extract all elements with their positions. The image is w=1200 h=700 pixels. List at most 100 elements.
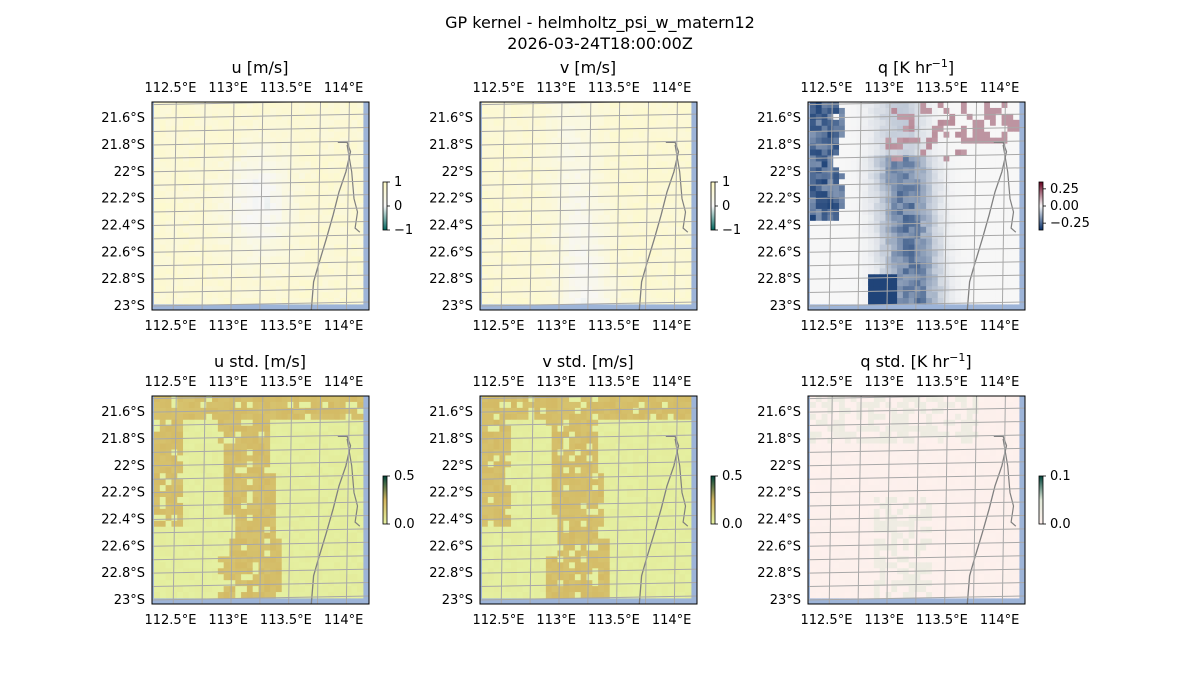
heatmap-cell xyxy=(522,179,529,186)
heatmap-cell xyxy=(304,568,312,575)
heatmap-cell xyxy=(270,226,277,234)
heatmap-cell xyxy=(862,197,869,204)
heatmap-cell xyxy=(850,191,857,198)
heatmap-cell xyxy=(661,298,669,305)
heatmap-cell xyxy=(827,280,834,287)
heatmap-cell xyxy=(200,268,207,275)
heatmap-cell xyxy=(351,574,358,581)
heatmap-cell xyxy=(304,102,312,109)
heatmap-cell xyxy=(316,244,323,251)
heatmap-cell xyxy=(966,167,973,174)
heatmap-cell xyxy=(270,113,277,121)
heatmap-cell xyxy=(516,131,524,139)
heatmap-cell xyxy=(914,226,921,234)
heatmap-cell xyxy=(159,401,167,409)
heatmap-cell xyxy=(333,538,341,545)
heatmap-cell xyxy=(339,467,346,474)
heatmap-cell xyxy=(275,443,283,450)
heatmap-cell xyxy=(322,449,329,456)
heatmap-cell xyxy=(252,203,259,210)
heatmap-cell xyxy=(891,113,898,121)
heatmap-cell xyxy=(322,131,329,139)
heatmap-cell xyxy=(627,107,634,115)
heatmap-cell xyxy=(499,119,506,127)
heatmap-cell xyxy=(293,256,300,263)
heatmap-cell xyxy=(487,149,495,156)
heatmap-cell xyxy=(339,479,346,486)
heatmap-cell xyxy=(217,443,225,450)
heatmap-cell xyxy=(598,119,605,127)
heatmap-cell xyxy=(177,203,184,210)
heatmap-cell xyxy=(638,167,645,174)
heatmap-cell xyxy=(563,125,570,133)
heatmap-cell xyxy=(258,425,265,433)
heatmap-cell xyxy=(850,143,857,150)
heatmap-cell xyxy=(183,526,190,534)
heatmap-cell xyxy=(194,401,201,409)
heatmap-cell xyxy=(821,119,828,127)
heatmap-cell xyxy=(580,208,587,216)
heatmap-cell xyxy=(235,298,242,305)
heatmap-cell xyxy=(194,520,201,528)
heatmap-cell xyxy=(270,449,277,456)
heatmap-cell xyxy=(598,274,605,281)
heatmap-cell xyxy=(522,191,529,198)
heatmap-cell xyxy=(960,119,968,127)
heatmap-cell xyxy=(206,550,213,557)
heatmap-cell xyxy=(339,208,346,216)
heatmap-cell xyxy=(603,280,611,287)
heatmap-cell xyxy=(275,102,283,109)
heatmap-cell xyxy=(339,220,346,228)
heatmap-cell xyxy=(270,161,277,168)
heatmap-cell xyxy=(972,238,979,245)
heatmap-cell xyxy=(264,491,271,498)
heatmap-cell xyxy=(241,107,248,115)
heatmap-cell xyxy=(615,220,622,228)
heatmap-cell xyxy=(223,479,230,486)
heatmap-cell xyxy=(171,419,178,427)
heatmap-cell xyxy=(862,185,869,192)
heatmap-cell xyxy=(873,119,881,127)
heatmap-cell xyxy=(223,574,230,581)
heatmap-cell xyxy=(328,544,335,551)
heatmap-cell xyxy=(304,455,312,462)
heatmap-cell xyxy=(177,119,184,127)
heatmap-cell xyxy=(159,497,167,504)
heatmap-cell xyxy=(1007,173,1014,180)
heatmap-cell xyxy=(159,508,167,516)
heatmap-cell xyxy=(217,238,225,245)
heatmap-cell xyxy=(177,580,184,587)
heatmap-cell xyxy=(339,568,346,575)
heatmap-cell xyxy=(810,179,817,186)
heatmap-cell xyxy=(943,298,950,305)
heatmap-cell xyxy=(246,396,254,403)
heatmap-cell xyxy=(258,102,265,109)
heatmap-cell xyxy=(351,143,358,150)
heatmap-cell xyxy=(821,131,828,139)
heatmap-cell xyxy=(627,143,634,150)
heatmap-cell xyxy=(516,143,524,150)
heatmap-cell xyxy=(810,286,817,293)
heatmap-cell xyxy=(235,544,242,551)
heatmap-cell xyxy=(516,214,524,222)
heatmap-cell xyxy=(177,437,184,444)
heatmap-cell xyxy=(183,497,190,504)
heatmap-cell xyxy=(270,208,277,216)
heatmap-cell xyxy=(810,131,817,139)
heatmap-cell xyxy=(482,238,489,245)
heatmap-cell xyxy=(850,119,857,127)
heatmap-cell xyxy=(551,173,558,180)
heatmap-cell xyxy=(627,238,634,245)
heatmap-cell xyxy=(920,149,927,156)
heatmap-cell xyxy=(264,497,271,504)
heatmap-cell xyxy=(212,262,219,269)
heatmap-cell xyxy=(235,137,242,144)
heatmap-cell xyxy=(212,580,219,587)
heatmap-cell xyxy=(989,262,997,269)
heatmap-cell xyxy=(943,286,950,293)
heatmap-cell xyxy=(159,520,167,528)
heatmap-cell xyxy=(333,208,341,216)
heatmap-cell xyxy=(351,396,358,403)
heatmap-cell xyxy=(154,532,161,539)
parallel-line xyxy=(480,102,653,106)
